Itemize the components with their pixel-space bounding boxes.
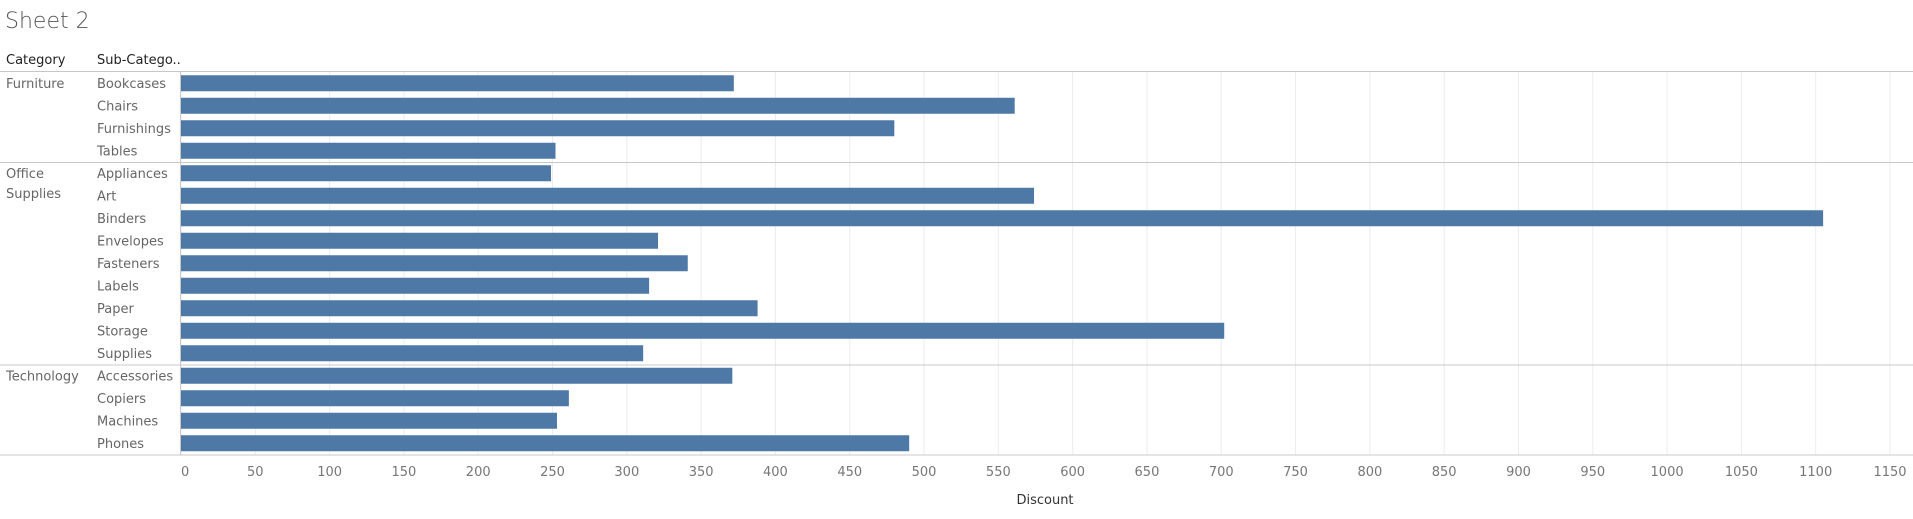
x-tick-label: 250 <box>540 465 565 480</box>
bar-art[interactable] <box>181 187 1035 204</box>
x-tick-label: 1150 <box>1873 465 1906 480</box>
subcategory-label: Accessories <box>97 370 173 385</box>
subcategory-label: Tables <box>96 145 138 160</box>
bar-machines[interactable] <box>181 412 557 429</box>
x-tick-label: 950 <box>1580 465 1605 480</box>
bar-furnishings[interactable] <box>181 120 895 137</box>
x-tick-label: 400 <box>763 465 788 480</box>
subcategory-label: Envelopes <box>97 235 164 250</box>
category-label-line: Supplies <box>6 187 61 202</box>
x-tick-label: 50 <box>247 465 264 480</box>
subcategory-label: Copiers <box>97 392 146 407</box>
x-tick-label: 1100 <box>1799 465 1832 480</box>
category-label: Office Supplies <box>6 167 61 202</box>
bar-storage[interactable] <box>181 322 1225 339</box>
x-tick-label: 700 <box>1209 465 1234 480</box>
bar-envelopes[interactable] <box>181 232 659 249</box>
x-tick-label: 300 <box>614 465 639 480</box>
subcategory-label: Fasteners <box>97 257 160 272</box>
x-tick-label: 500 <box>912 465 937 480</box>
x-tick-label: 1000 <box>1651 465 1684 480</box>
x-tick-label: 0 <box>181 465 189 480</box>
subcategory-label: Chairs <box>97 100 138 115</box>
x-tick-label: 450 <box>837 465 862 480</box>
subcategory-label: Phones <box>97 437 144 452</box>
x-tick-label: 150 <box>391 465 416 480</box>
x-tick-label: 1050 <box>1725 465 1758 480</box>
category-label: Furniture <box>6 77 64 92</box>
subcategory-label: Supplies <box>97 347 152 362</box>
bar-bookcases[interactable] <box>181 75 734 92</box>
x-tick-label: 600 <box>1060 465 1085 480</box>
subcategory-label: Binders <box>97 212 146 227</box>
x-tick-label: 550 <box>986 465 1011 480</box>
category-label-line: Office <box>6 167 44 182</box>
category-column-header[interactable]: Category <box>6 53 66 68</box>
x-tick-label: 100 <box>317 465 342 480</box>
bar-copiers[interactable] <box>181 390 569 407</box>
x-tick-label: 750 <box>1283 465 1308 480</box>
x-tick-label: 800 <box>1357 465 1382 480</box>
bar-phones[interactable] <box>181 435 910 452</box>
bar-accessories[interactable] <box>181 367 733 384</box>
subcategory-label: Paper <box>97 302 134 317</box>
subcategory-label: Bookcases <box>97 77 166 92</box>
x-tick-label: 850 <box>1432 465 1457 480</box>
bar-appliances[interactable] <box>181 165 552 182</box>
subcategory-label: Storage <box>97 325 148 340</box>
bar-labels[interactable] <box>181 277 650 294</box>
subcategory-label: Appliances <box>97 167 168 182</box>
subcategory-label: Machines <box>97 415 158 430</box>
bar-fasteners[interactable] <box>181 255 688 272</box>
category-label: Technology <box>5 370 79 385</box>
x-axis-title: Discount <box>1016 493 1073 508</box>
bar-chairs[interactable] <box>181 97 1015 114</box>
bar-binders[interactable] <box>181 210 1824 227</box>
subcategory-label: Art <box>97 190 116 205</box>
bar-paper[interactable] <box>181 300 758 317</box>
subcategory-label: Furnishings <box>97 122 171 137</box>
bar-supplies[interactable] <box>181 345 644 362</box>
subcategory-column-header[interactable]: Sub-Catego.. <box>97 53 181 68</box>
x-tick-label: 650 <box>1135 465 1160 480</box>
sheet-title: Sheet 2 <box>5 9 90 34</box>
x-tick-label: 900 <box>1506 465 1531 480</box>
subcategory-label: Labels <box>97 280 139 295</box>
x-tick-label: 200 <box>466 465 491 480</box>
x-tick-label: 350 <box>689 465 714 480</box>
bar-tables[interactable] <box>181 142 556 159</box>
